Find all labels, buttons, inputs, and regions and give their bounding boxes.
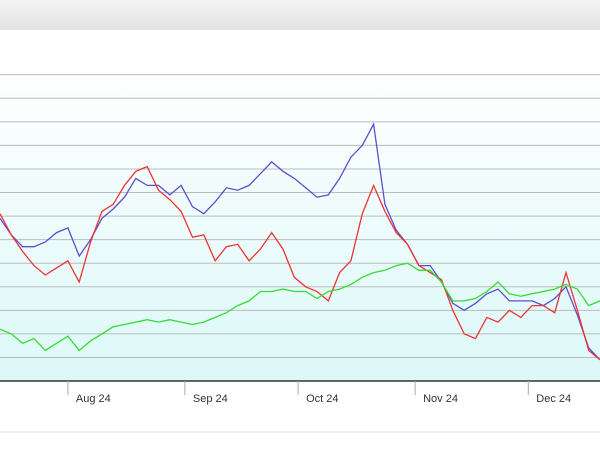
top-bar (0, 0, 600, 30)
x-tick-label: Nov 24 (423, 393, 458, 405)
x-tick-label: Dec 24 (536, 393, 571, 405)
series-line (0, 262, 600, 352)
series-line (0, 122, 600, 361)
x-tick-label: Oct 24 (306, 393, 338, 405)
x-tick-label: Sep 24 (193, 393, 228, 405)
x-tick-label: Aug 24 (76, 393, 111, 405)
series-line (0, 165, 600, 361)
